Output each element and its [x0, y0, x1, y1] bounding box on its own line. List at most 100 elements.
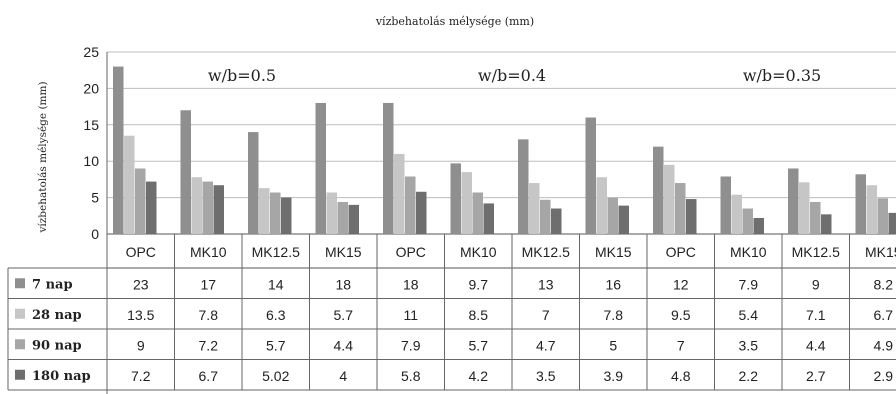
y-tick-label: 10: [83, 153, 99, 169]
bar: [124, 135, 135, 234]
y-tick-label: 25: [83, 44, 99, 60]
category-label: MK12.5: [522, 244, 570, 260]
data-label: 5.7: [334, 307, 354, 323]
bar: [551, 208, 562, 234]
bar: [675, 183, 686, 234]
bar: [281, 197, 292, 234]
data-label: 18: [335, 276, 351, 292]
y-axis-label: vízbehatolás mélysége (mm): [37, 81, 49, 233]
data-label: 3.9: [604, 368, 624, 384]
category-label: MK12.5: [792, 244, 840, 260]
data-label: 7.8: [604, 307, 624, 323]
legend-swatch: [15, 369, 25, 380]
data-label: 4.8: [671, 368, 691, 384]
legend-swatch: [15, 308, 25, 319]
data-label: 5.02: [262, 368, 289, 384]
data-label: 13: [538, 276, 554, 292]
bar: [596, 177, 607, 234]
bar: [472, 192, 483, 234]
category-label: MK15: [325, 244, 362, 260]
bar: [799, 182, 810, 234]
data-label: 3.5: [739, 337, 759, 353]
bar: [866, 185, 877, 234]
data-label: 9: [137, 337, 145, 353]
bar: [348, 204, 359, 234]
data-label: 7.2: [199, 337, 219, 353]
legend-label: 180 nap: [32, 369, 91, 384]
data-label: 7.1: [806, 307, 826, 323]
bar: [394, 153, 405, 234]
data-label: 3.5: [536, 368, 556, 384]
data-label: 5.7: [469, 337, 489, 353]
bar: [202, 181, 213, 234]
data-label: 14: [268, 276, 284, 292]
data-label: 5.8: [401, 368, 421, 384]
data-label: 5.4: [739, 307, 759, 323]
bar: [686, 199, 697, 234]
category-label: MK10: [190, 244, 227, 260]
data-label: 13.5: [127, 307, 154, 323]
data-label: 17: [200, 276, 216, 292]
bar: [450, 163, 461, 234]
bar: [337, 201, 348, 234]
bar: [461, 172, 472, 234]
legend-label: 28 nap: [32, 308, 82, 323]
group-labels: w/b=0.5 w/b=0.4 w/b=0.35: [208, 66, 821, 85]
data-label: 16: [605, 276, 621, 292]
legend-label: 7 nap: [32, 277, 73, 292]
bar: [113, 66, 124, 234]
data-label: 7: [542, 307, 550, 323]
category-label: OPC: [126, 244, 156, 260]
data-label: 6.7: [199, 368, 219, 384]
bar: [416, 191, 427, 234]
bar: [888, 212, 896, 234]
bar: [180, 110, 191, 234]
bar: [213, 185, 224, 234]
data-label: 23: [133, 276, 149, 292]
data-label: 4.9: [874, 337, 894, 353]
category-label: MK15: [595, 244, 632, 260]
bar: [405, 176, 416, 234]
legend-swatch: [15, 339, 25, 350]
category-label: MK12.5: [252, 244, 300, 260]
data-label: 4.2: [469, 368, 489, 384]
data-label: 5: [609, 337, 617, 353]
bar: [664, 164, 675, 234]
bar: [191, 177, 202, 234]
bar: [135, 168, 146, 234]
y-tick-label: 5: [91, 190, 99, 206]
bar: [618, 205, 629, 234]
category-label: OPC: [666, 244, 696, 260]
data-label: 4.4: [334, 337, 354, 353]
bar: [270, 192, 281, 234]
bar: [248, 132, 259, 234]
data-label: 5.7: [266, 337, 286, 353]
data-label: 2.9: [874, 368, 894, 384]
data-label: 12: [673, 276, 689, 292]
chart-title: vízbehatolás mélysége (mm): [375, 15, 534, 28]
bar: [742, 208, 753, 234]
data-label: 18: [403, 276, 419, 292]
bar: [315, 102, 326, 235]
data-label: 4.7: [536, 337, 556, 353]
group-label: w/b=0.35: [743, 66, 821, 85]
category-label: MK15: [865, 244, 896, 260]
data-label: 9.5: [671, 307, 691, 323]
data-label: 2.7: [806, 368, 826, 384]
data-label: 9: [812, 276, 820, 292]
bar: [585, 117, 596, 234]
bar: [607, 197, 618, 234]
bar: [855, 174, 866, 234]
grid: [106, 51, 896, 394]
data-label: 7.9: [401, 337, 421, 353]
data-label: 4: [339, 368, 347, 384]
data-label: 4.4: [806, 337, 826, 353]
bar: [529, 183, 540, 234]
category-label: MK10: [460, 244, 497, 260]
bar: [810, 201, 821, 234]
bar: [877, 198, 888, 234]
legend-swatch: [15, 278, 25, 289]
data-label: 7: [677, 337, 685, 353]
bar: [821, 214, 832, 234]
